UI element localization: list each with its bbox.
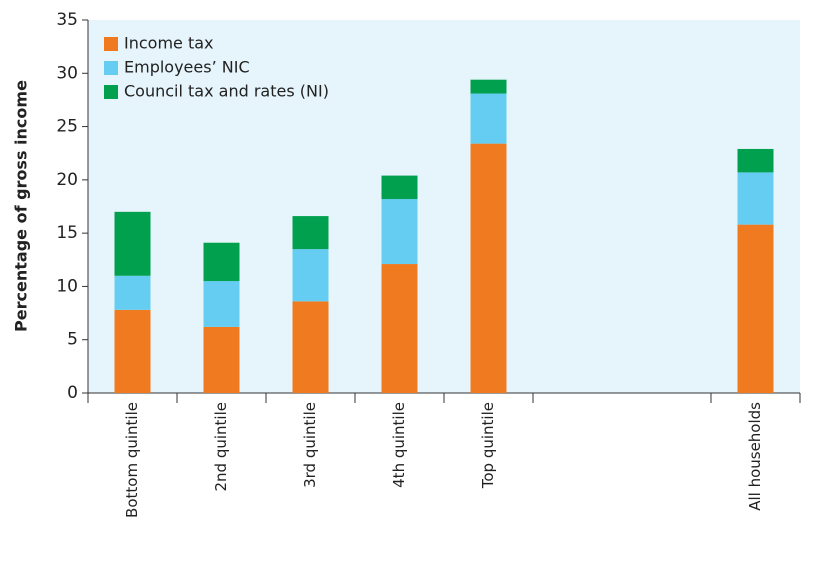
bar-segment [203,242,240,282]
bar-segment [737,224,774,393]
y-tick-label: 30 [56,63,78,83]
legend-swatch [104,85,118,99]
bar-segment [470,79,507,94]
y-tick-label: 35 [56,10,78,30]
y-tick-label: 5 [67,330,78,350]
x-tick-label: 4th quintile [390,402,408,488]
bar-segment [381,175,418,200]
legend-swatch [104,61,118,75]
bar-segment [114,211,151,276]
legend-label: Council tax and rates (NI) [124,82,329,101]
bar-segment [381,264,418,393]
y-axis-label: Percentage of gross income [12,80,31,332]
legend-label: Employees’ NIC [124,58,250,77]
x-tick-label: 3rd quintile [301,402,319,488]
y-tick-label: 20 [56,170,78,190]
bar-segment [114,309,151,393]
bar-segment [114,275,151,310]
y-tick-label: 25 [56,117,78,137]
legend-label: Income tax [124,34,214,53]
bar-segment [470,143,507,393]
bar-segment [292,301,329,393]
bar-segment [203,326,240,393]
x-tick-label: All households [746,402,764,511]
y-tick-label: 0 [67,383,78,403]
bar-segment [381,199,418,265]
bar-segment [470,93,507,144]
bar-segment [737,172,774,225]
bar-segment [292,249,329,302]
x-tick-label: 2nd quintile [212,402,230,492]
legend-swatch [104,37,118,51]
y-tick-label: 10 [56,276,78,296]
x-tick-label: Top quintile [479,402,497,489]
y-tick-label: 15 [56,223,78,243]
bar-segment [737,148,774,173]
bar-segment [203,281,240,327]
x-tick-label: Bottom quintile [123,402,141,518]
bar-segment [292,216,329,250]
